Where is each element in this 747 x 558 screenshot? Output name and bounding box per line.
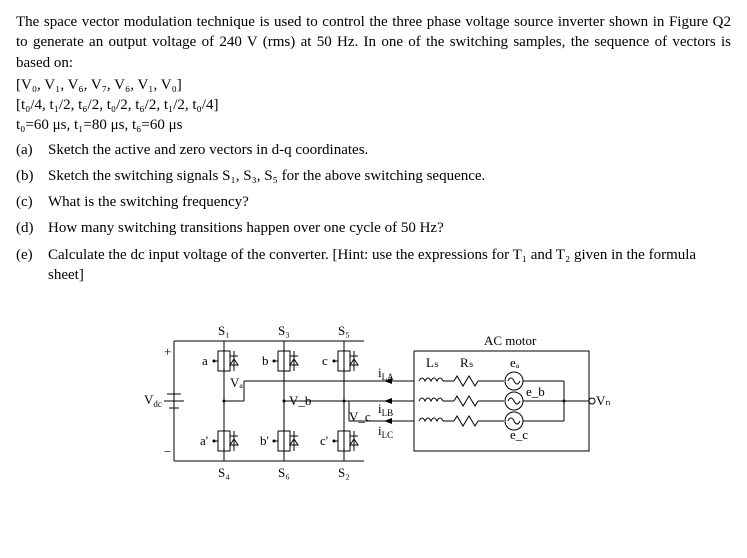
time-sequence: [t₀/4, t₁/2, t₆/2, t₀/2, t₆/2, t₁/2, t₀/…: [16, 95, 731, 115]
plus-label: +: [164, 344, 171, 359]
vdc-label: Vdc: [144, 392, 162, 409]
part-e-text: Calculate the dc input voltage of the co…: [48, 245, 731, 286]
part-c-text: What is the switching frequency?: [48, 192, 731, 212]
ls-label: Lₛ: [426, 355, 439, 370]
s2-label: S₂: [338, 465, 350, 480]
rs-label: Rₛ: [460, 355, 474, 370]
ila-label: iLA: [378, 365, 394, 382]
time-values: t₀=60 μs, t₁=80 μs, t₆=60 μs: [16, 115, 731, 135]
intro-paragraph: The space vector modulation technique is…: [16, 12, 731, 73]
ec-label: e_c: [510, 427, 528, 442]
b-label: b: [262, 353, 269, 368]
c-label: c: [322, 353, 328, 368]
minus-label: −: [164, 444, 171, 459]
motor-row-c: [419, 412, 564, 430]
vc-label: V_c: [349, 409, 371, 424]
eb-label: e_b: [526, 384, 545, 399]
s5-label: S₅: [338, 323, 350, 338]
acmotor-label: AC motor: [484, 333, 537, 348]
parts-list: (a) Sketch the active and zero vectors i…: [16, 140, 731, 286]
part-d-label: (d): [16, 218, 48, 238]
part-b-text: Sketch the switching signals S₁, S₃, S₅ …: [48, 166, 731, 186]
part-a-text: Sketch the active and zero vectors in d-…: [48, 140, 731, 160]
vn-label: Vₙ: [596, 393, 611, 408]
bp-label: b': [260, 433, 269, 448]
part-a-label: (a): [16, 140, 48, 160]
s4-label: S₄: [218, 465, 230, 480]
a-label: a: [202, 353, 208, 368]
s3-label: S₃: [278, 323, 290, 338]
circuit-figure: Vdc + − S₁ a S₄ a' Vₐ S₃ b: [16, 301, 731, 507]
s1-label: S₁: [218, 323, 230, 338]
s6-label: S₆: [278, 465, 290, 480]
part-c-label: (c): [16, 192, 48, 212]
part-d-text: How many switching transitions happen ov…: [48, 218, 731, 238]
va-label: Vₐ: [230, 375, 243, 390]
part-e-label: (e): [16, 245, 48, 286]
ea-label: eₐ: [510, 355, 520, 370]
vector-sequence: [V₀, V₁, V₆, V₇, V₆, V₁, V₀]: [16, 75, 731, 95]
cp-label: c': [320, 433, 328, 448]
ap-label: a': [200, 433, 208, 448]
part-b-label: (b): [16, 166, 48, 186]
ilc-label: iLC: [378, 423, 393, 440]
